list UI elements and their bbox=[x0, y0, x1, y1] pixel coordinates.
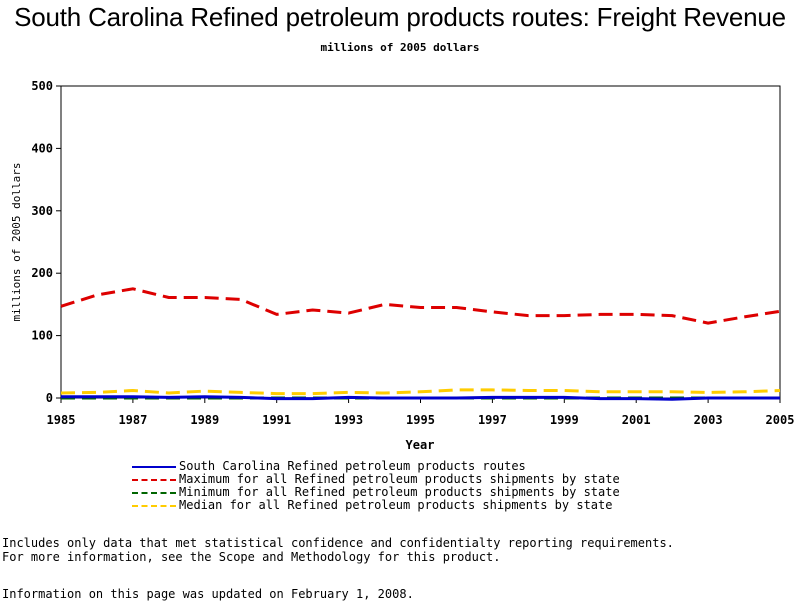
y-axis-label: millions of 2005 dollars bbox=[10, 163, 23, 322]
updated-note: Information on this page was updated on … bbox=[2, 587, 414, 601]
plot-frame bbox=[60, 85, 781, 399]
x-axis-ticks: 1985 1987 1989 1991 1993 1995 1997 1999 2001 2003… bbox=[47, 398, 795, 427]
legend-item-max: Maximum for all Refined petroleum produc… bbox=[132, 473, 620, 486]
legend-swatch-sc bbox=[132, 465, 176, 468]
x-tick-label: 1999 bbox=[550, 413, 579, 427]
legend-item-median: Median for all Refined petroleum product… bbox=[132, 499, 620, 512]
legend-swatch-min bbox=[132, 491, 176, 494]
legend-label-sc: South Carolina Refined petroleum product… bbox=[179, 459, 526, 473]
legend-item-sc: South Carolina Refined petroleum product… bbox=[132, 460, 620, 473]
chart-title: South Carolina Refined petroleum product… bbox=[14, 2, 786, 32]
series-line-0 bbox=[61, 395, 780, 401]
legend: South Carolina Refined petroleum product… bbox=[132, 460, 620, 512]
y-tick-label: 500 bbox=[31, 79, 53, 93]
x-tick-label: 2005 bbox=[766, 413, 795, 427]
legend-label-min: Minimum for all Refined petroleum produc… bbox=[179, 485, 620, 499]
y-tick-label: 200 bbox=[31, 266, 53, 280]
y-tick-label: 400 bbox=[31, 141, 53, 155]
legend-swatch-median bbox=[132, 504, 176, 507]
y-tick-label: 0 bbox=[46, 391, 53, 405]
x-tick-label: 1987 bbox=[118, 413, 147, 427]
y-tick-label: 100 bbox=[31, 329, 53, 343]
x-tick-label: 2001 bbox=[622, 413, 651, 427]
x-tick-label: 2003 bbox=[694, 413, 723, 427]
x-tick-label: 1985 bbox=[47, 413, 76, 427]
x-tick-label: 1991 bbox=[262, 413, 291, 427]
series-lines bbox=[60, 287, 781, 401]
x-tick-label: 1989 bbox=[190, 413, 219, 427]
legend-item-min: Minimum for all Refined petroleum produc… bbox=[132, 486, 620, 499]
legend-label-median: Median for all Refined petroleum product… bbox=[179, 498, 613, 512]
legend-label-max: Maximum for all Refined petroleum produc… bbox=[179, 472, 620, 486]
x-tick-label: 1995 bbox=[406, 413, 435, 427]
chart-subtitle: millions of 2005 dollars bbox=[320, 41, 480, 54]
x-tick-label: 1993 bbox=[334, 413, 363, 427]
series-line-1 bbox=[60, 287, 781, 325]
legend-swatch-max bbox=[132, 478, 176, 481]
y-tick-label: 300 bbox=[31, 204, 53, 218]
series-line-3 bbox=[60, 388, 781, 396]
y-axis-ticks: 0 100 200 300 400 500 bbox=[31, 79, 61, 405]
x-tick-label: 1997 bbox=[478, 413, 507, 427]
footnote-methodology: For more information, see the Scope and … bbox=[2, 550, 501, 564]
footnotes: Includes only data that met statistical … bbox=[2, 536, 674, 564]
footnote-confidence: Includes only data that met statistical … bbox=[2, 536, 674, 550]
x-axis-label: Year bbox=[406, 438, 435, 452]
line-chart: 0 100 200 300 400 500 1985 1987 1989 1991 1993 199… bbox=[10, 79, 795, 452]
